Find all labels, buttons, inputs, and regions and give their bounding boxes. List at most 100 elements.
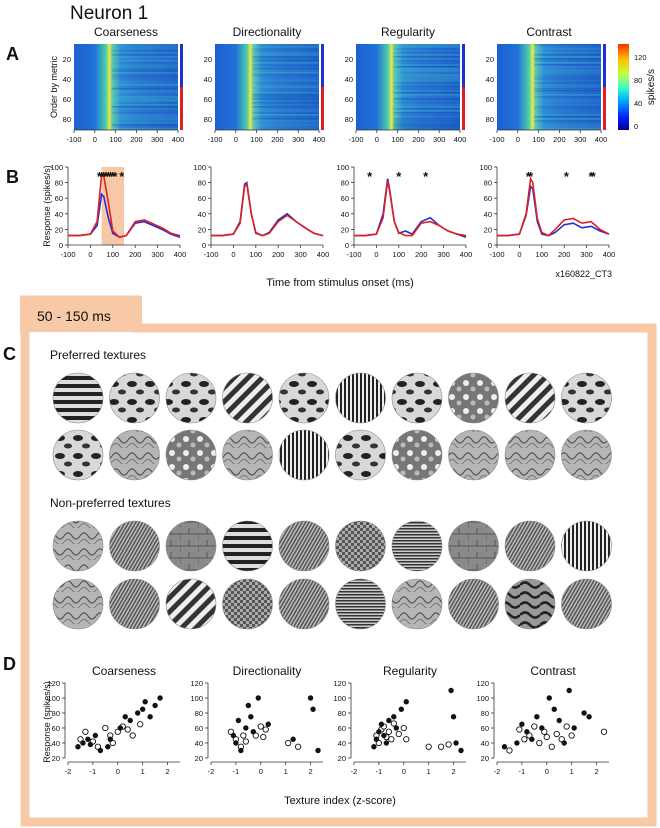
heatmap-row: [252, 108, 319, 110]
open-point: [388, 736, 395, 743]
open-point: [536, 739, 543, 747]
heatmap-row: [393, 44, 460, 46]
texture-image: [278, 578, 330, 630]
x-tick-label: 300: [433, 135, 446, 144]
heatmap-row: [252, 64, 319, 66]
heatmap-row: [111, 96, 178, 98]
texture-image: [504, 372, 556, 424]
y-tick-label: 60: [486, 95, 494, 104]
scatter-regularity: Regularity -2 -1 0 1 2 120 100 80 60 40 20: [333, 664, 466, 776]
y-tick-label: 20: [195, 754, 203, 763]
filled-point: [87, 741, 94, 748]
y-tick-label: 20: [338, 754, 346, 763]
significance-mark: *: [528, 169, 534, 184]
heatmap-row: [393, 80, 460, 82]
heatmap-row: [252, 96, 319, 98]
open-point: [390, 720, 397, 727]
y-tick-label: 60: [484, 194, 492, 203]
open-point: [294, 743, 302, 750]
x-tick-label: 0: [517, 250, 521, 259]
filled-point: [139, 706, 146, 712]
heatmap-contrast: Contrast -100 0 100 200 300 400 20 40 60 80: [486, 25, 608, 144]
open-point: [600, 728, 608, 735]
heatmap-row: [111, 54, 178, 56]
heatmap-row: [393, 90, 460, 92]
scatter-ylabel: Response (spikes/s): [42, 681, 52, 763]
filled-point: [551, 706, 557, 712]
y-tick-label: 80: [345, 115, 353, 124]
heatmap-row: [252, 48, 319, 50]
heatmap-row: [534, 116, 601, 118]
heatmap-row: [534, 88, 601, 90]
texture-image: [448, 429, 499, 481]
significance-mark: *: [113, 169, 119, 184]
filled-point: [290, 736, 296, 742]
y-tick-label: 100: [476, 694, 489, 703]
filled-point: [403, 699, 409, 705]
heatmap-row: [252, 102, 319, 104]
texture-image: [278, 372, 330, 424]
heatmap-row: [252, 58, 319, 60]
heatmap-row: [534, 96, 601, 98]
heatmap-row: [393, 108, 460, 110]
heatmap-row: [252, 50, 319, 52]
filled-point: [127, 717, 133, 724]
x-tick-label: 0: [259, 767, 263, 776]
heatmap-row: [111, 128, 178, 130]
group-bar-low: [603, 87, 606, 130]
y-tick-label: 40: [195, 739, 203, 748]
y-tick-label: 40: [63, 75, 71, 84]
heatmap-row: [393, 70, 460, 72]
x-tick-label: 200: [272, 250, 285, 259]
x-tick-label: 300: [294, 250, 307, 259]
heatmap-row: [534, 56, 601, 58]
filled-point: [383, 740, 390, 746]
texture-image: [448, 372, 499, 424]
significance-mark: *: [119, 169, 125, 184]
heatmap-row: [252, 112, 319, 114]
x-tick-label: 0: [375, 135, 379, 144]
heatmap-row: [393, 126, 460, 128]
heatmap-row: [534, 76, 601, 78]
open-point: [531, 723, 538, 730]
x-tick-label: 0: [88, 250, 92, 259]
y-tick-label: 40: [198, 210, 206, 219]
filled-point: [524, 729, 530, 735]
filled-point: [386, 717, 392, 724]
texture-image: [504, 578, 556, 630]
y-tick-label: 60: [345, 95, 353, 104]
y-tick-label: 20: [345, 55, 353, 64]
heatmap-row: [534, 110, 601, 112]
heatmap-row: [111, 56, 178, 58]
filled-point: [581, 710, 587, 716]
texture-image: [335, 429, 386, 481]
texture-image: [52, 372, 104, 424]
open-point: [516, 726, 523, 733]
heatmap-row: [111, 102, 178, 104]
y-tick-label: 20: [52, 754, 60, 763]
open-point: [137, 721, 144, 728]
heatmap-row: [252, 124, 319, 126]
x-tick-label: 1: [141, 767, 145, 776]
heatmap-row: [111, 72, 178, 74]
texture-image: [391, 578, 443, 630]
heatmap-row: [393, 98, 460, 100]
heatmap-row: [393, 112, 460, 114]
texture-image: [109, 372, 160, 424]
significance-mark: *: [108, 169, 114, 184]
x-tick-label: 100: [391, 135, 404, 144]
filled-point: [448, 687, 454, 694]
y-tick-label: 40: [204, 75, 212, 84]
heatmap-row: [111, 48, 178, 50]
open-point: [437, 743, 445, 750]
heatmap-row: [534, 58, 601, 60]
preferred-row-2: [52, 429, 612, 481]
scatter-title: Coarseness: [92, 664, 156, 678]
texture-image: [504, 520, 556, 572]
open-point: [385, 728, 392, 735]
x-tick-label: 100: [536, 250, 549, 259]
psth-ylabel: Response (spikes/s): [42, 165, 52, 247]
open-point: [548, 743, 555, 750]
